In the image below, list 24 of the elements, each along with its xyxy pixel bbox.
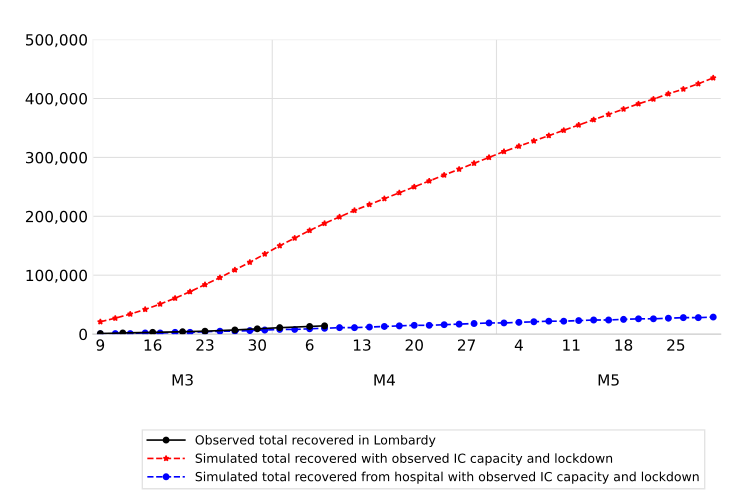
x-tick-label: 25 (667, 339, 684, 351)
x-tick-label: 11 (563, 339, 580, 351)
x-tick-label: 18 (616, 339, 632, 351)
legend-label: Observed total recovered in Lombardy (196, 434, 436, 448)
legend-label: Simulated total recovered from hospital with observed IC capacity and lockdown (196, 472, 699, 484)
x-tick-label: 16 (144, 339, 162, 351)
x-tick-label: 13 (354, 339, 370, 351)
y-tick-label: 200,000 (26, 210, 87, 224)
text: M4 (374, 374, 395, 386)
x-tick-label: 4 (514, 339, 523, 351)
text: M5 (598, 374, 619, 386)
y-tick-label: 100,000 (26, 270, 87, 283)
x-tick-label: 6 (306, 339, 314, 351)
x-tick-label: 27 (458, 339, 475, 351)
x-tick-label: 20 (406, 339, 423, 351)
x-tick-label: 30 (248, 339, 266, 351)
y-tick-label: 500,000 (26, 34, 87, 48)
y-tick-label: 400,000 (26, 92, 87, 106)
y-tick-label: 0 (79, 328, 87, 340)
x-tick-label: 23 (196, 339, 214, 351)
legend-label: Simulated total recovered with observed IC capacity and lockdown (196, 453, 612, 466)
y-tick-label: 300,000 (26, 152, 87, 165)
text: M3 (172, 374, 193, 386)
x-tick-label: 9 (96, 339, 104, 351)
